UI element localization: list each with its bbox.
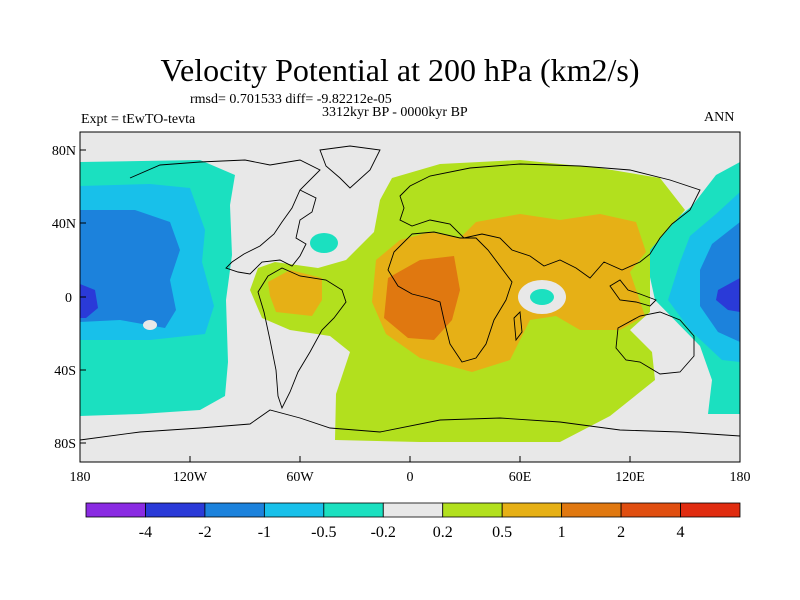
- lon-label: 60W: [286, 470, 314, 485]
- lat-label: 80S: [54, 437, 76, 452]
- colorbar-label: -0.2: [371, 524, 396, 541]
- colorbar-swatch: [680, 502, 741, 518]
- lon-label: 0: [407, 470, 414, 485]
- pacific-west-neg-strong: [80, 284, 98, 318]
- lat-label: 0: [65, 291, 72, 306]
- north-atlantic-neg-spot: [310, 233, 338, 253]
- colorbar-label: 0.5: [492, 524, 512, 541]
- period-label: 3312kyr BP - 0000kyr BP: [322, 105, 468, 120]
- lat-label: 40N: [52, 217, 76, 232]
- axis-ticks: [79, 149, 741, 462]
- africa-pos-strong: [384, 256, 460, 340]
- colorbar-swatch: [382, 502, 444, 518]
- colorbar-label: 2: [617, 524, 625, 541]
- colorbar-swatch: [145, 502, 206, 518]
- longitude-labels: 180 120W 60W 0 60E 120E 180: [70, 470, 751, 485]
- coast-greenland: [319, 145, 381, 189]
- colorbar: -4 -2 -1 -0.5 -0.2 0.2 0.5 1 2 4: [85, 502, 741, 541]
- coast-africa: [387, 231, 513, 363]
- map-title: Velocity Potential at 200 hPa (km2/s): [160, 52, 640, 88]
- colorbar-swatch: [263, 502, 325, 518]
- lat-label: 40S: [54, 364, 76, 379]
- contour-field: [80, 132, 740, 462]
- coast-australia: [615, 311, 695, 375]
- lat-label: 80N: [52, 144, 76, 159]
- coast-north-america: [129, 159, 321, 275]
- coast-south-america: [257, 267, 347, 410]
- colorbar-swatch: [561, 502, 622, 518]
- pacific-west-neg-mid: [80, 210, 180, 328]
- lon-label: 60E: [509, 470, 532, 485]
- stats-label: rmsd= 0.701533 diff= -9.82212e-05: [190, 92, 392, 107]
- pacific-east-neg-strong: [716, 278, 740, 312]
- colorbar-label: 0.2: [433, 524, 453, 541]
- colorbar-swatch: [323, 502, 384, 518]
- colorbar-swatch: [501, 502, 563, 518]
- colorbar-label: -1: [258, 524, 271, 541]
- experiment-label: Expt = tEwTO-tevta: [81, 112, 196, 127]
- indian-ocean-neg-spot: [530, 289, 554, 305]
- colorbar-label: 1: [558, 524, 566, 541]
- coast-antarctica: [80, 409, 740, 441]
- coast-europe-asia: [399, 163, 701, 279]
- lon-label: 180: [730, 470, 751, 485]
- lon-label: 120W: [173, 470, 208, 485]
- lon-label: 120E: [615, 470, 645, 485]
- coast-madagascar: [513, 311, 523, 342]
- lon-label: 180: [70, 470, 91, 485]
- colorbar-swatch: [204, 502, 265, 518]
- colorbar-swatch: [620, 502, 681, 518]
- colorbar-label: 4: [677, 524, 685, 541]
- colorbar-swatch: [85, 502, 146, 518]
- pacific-west-neutral-spot: [143, 320, 157, 330]
- colorbar-swatch: [442, 502, 503, 518]
- pacific-east-neg-mid: [700, 222, 740, 342]
- coastlines: [80, 145, 740, 441]
- colorbar-label: -2: [198, 524, 211, 541]
- south-america-pos-mid: [268, 270, 322, 316]
- colorbar-label: -4: [139, 524, 152, 541]
- colorbar-label: -0.5: [311, 524, 336, 541]
- coast-maritime: [609, 279, 657, 307]
- latitude-labels: 80N 40N 0 40S 80S: [52, 144, 76, 452]
- season-label: ANN: [704, 110, 735, 125]
